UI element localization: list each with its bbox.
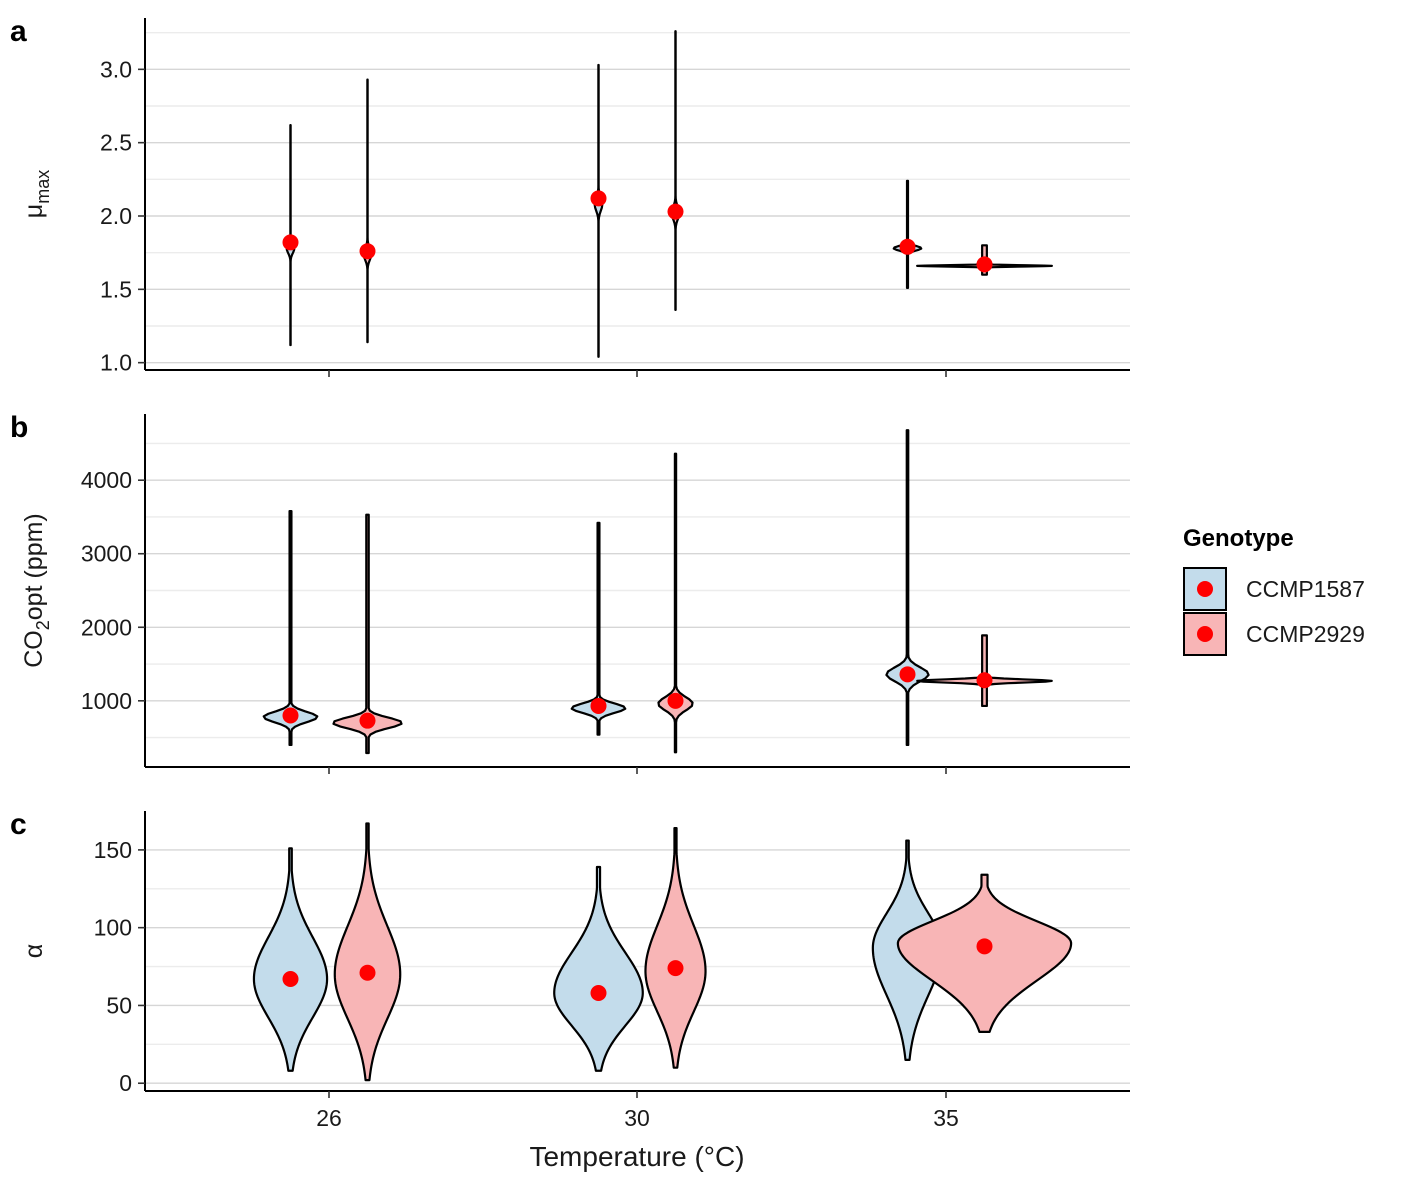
x-tick-label: 35 [933,1105,959,1131]
violin-CCMP1587-26 [262,509,319,747]
y-tick-label: 150 [94,837,132,863]
violin-CCMP2929-26 [332,513,403,755]
y-tick-label: 50 [106,992,132,1018]
point-CCMP1587-26 [282,971,299,987]
point-CCMP1587-26 [282,234,299,251]
legend-entries: CCMP1587 CCMP2929 [1183,567,1365,656]
point-CCMP2929-26 [359,712,376,729]
legend-item-CCMP1587: CCMP1587 [1183,567,1365,611]
legend-item-CCMP2929: CCMP2929 [1183,612,1365,656]
y-tick-label: 2000 [81,614,132,640]
x-tick-label: 30 [624,1105,650,1131]
violin-CCMP2929-30 [644,827,707,1069]
y-tick-label: 2.5 [100,130,132,156]
point-CCMP1587-35 [899,666,916,683]
y-tick-label: 0 [119,1070,132,1096]
violin-CCMP2929-30 [657,452,694,754]
y-tick-label: 100 [94,915,132,941]
series-CCMP2929 [333,822,1073,1082]
point-CCMP2929-35 [976,938,993,955]
point-CCMP1587-26 [282,707,299,724]
legend-point-marker [1197,626,1213,642]
y-axis-title-main: α [20,944,48,958]
series-CCMP1587 [262,429,930,747]
y-tick-label: 2.0 [100,203,132,229]
y-axis-title-sub: 2 [33,620,53,630]
point-CCMP2929-30 [667,960,684,977]
y-axis-title-main: CO [20,630,48,668]
y-tick-label: 1.0 [100,350,132,376]
point-CCMP1587-35 [899,238,916,255]
y-axis-title: α [20,944,48,958]
y-tick-label: 3000 [81,541,132,567]
legend-point-marker [1197,581,1213,597]
chart-panels: 1.01.52.02.53.0aμmax1000200030004000bCO2… [10,15,1130,1131]
legend-label: CCMP2929 [1246,621,1365,647]
violin-CCMP2929-35 [916,634,1053,708]
series-CCMP1587 [282,63,923,358]
panel-b: 1000 2000 3000 4000 b CO2opt (ppm) [10,411,1130,774]
point-CCMP1587-30 [590,697,607,714]
series-CCMP2929 [359,30,1053,344]
violin-CCMP1587-26 [252,847,329,1072]
y-tick-label: 1.5 [100,276,132,302]
point-CCMP2929-26 [359,964,376,981]
legend: Genotype CCMP1587 CCMP2929 [1183,525,1365,656]
point-CCMP2929-30 [667,692,684,709]
point-CCMP2929-30 [667,203,684,220]
point-CCMP2929-35 [976,256,993,273]
panel-tag: b [10,411,28,444]
violin-CCMP1587-35 [892,179,923,289]
point-CCMP1587-30 [590,985,607,1001]
x-axis-title: Temperature (°C) [529,1141,744,1172]
violin-CCMP1587-30 [553,865,644,1072]
point-CCMP1587-30 [590,190,607,207]
point-CCMP2929-35 [976,672,993,689]
violin-CCMP2929-26 [333,822,402,1082]
point-CCMP2929-26 [359,243,376,260]
legend-title: Genotype [1183,525,1294,552]
panel-c: 0 50 100 150 c α 26 30 35 [10,808,1130,1131]
violin-CCMP1587-35 [885,429,930,747]
y-axis-title: μmax [20,170,53,218]
panel-tag: c [10,808,27,841]
violin-CCMP2929-30 [670,30,681,311]
x-tick-label: 26 [316,1105,342,1131]
y-tick-label: 1000 [81,688,132,714]
y-tick-label: 4000 [81,467,132,493]
violin-CCMP1587-30 [593,63,604,358]
y-axis-title-sub: max [33,170,53,204]
y-axis-title: CO2opt (ppm) [20,513,53,668]
series-CCMP2929 [332,452,1053,755]
y-tick-label: 3.0 [100,56,132,82]
violin-CCMP2929-26 [362,78,373,344]
y-axis-title-end: opt (ppm) [20,513,48,620]
legend-label: CCMP1587 [1246,576,1365,602]
panel-tag: a [10,15,27,48]
panel-a: 1.0 1.5 2.0 2.5 3.0 a μmax [10,15,1130,377]
violin-CCMP1587-30 [570,521,627,736]
y-axis-title-main: μ [20,204,48,218]
